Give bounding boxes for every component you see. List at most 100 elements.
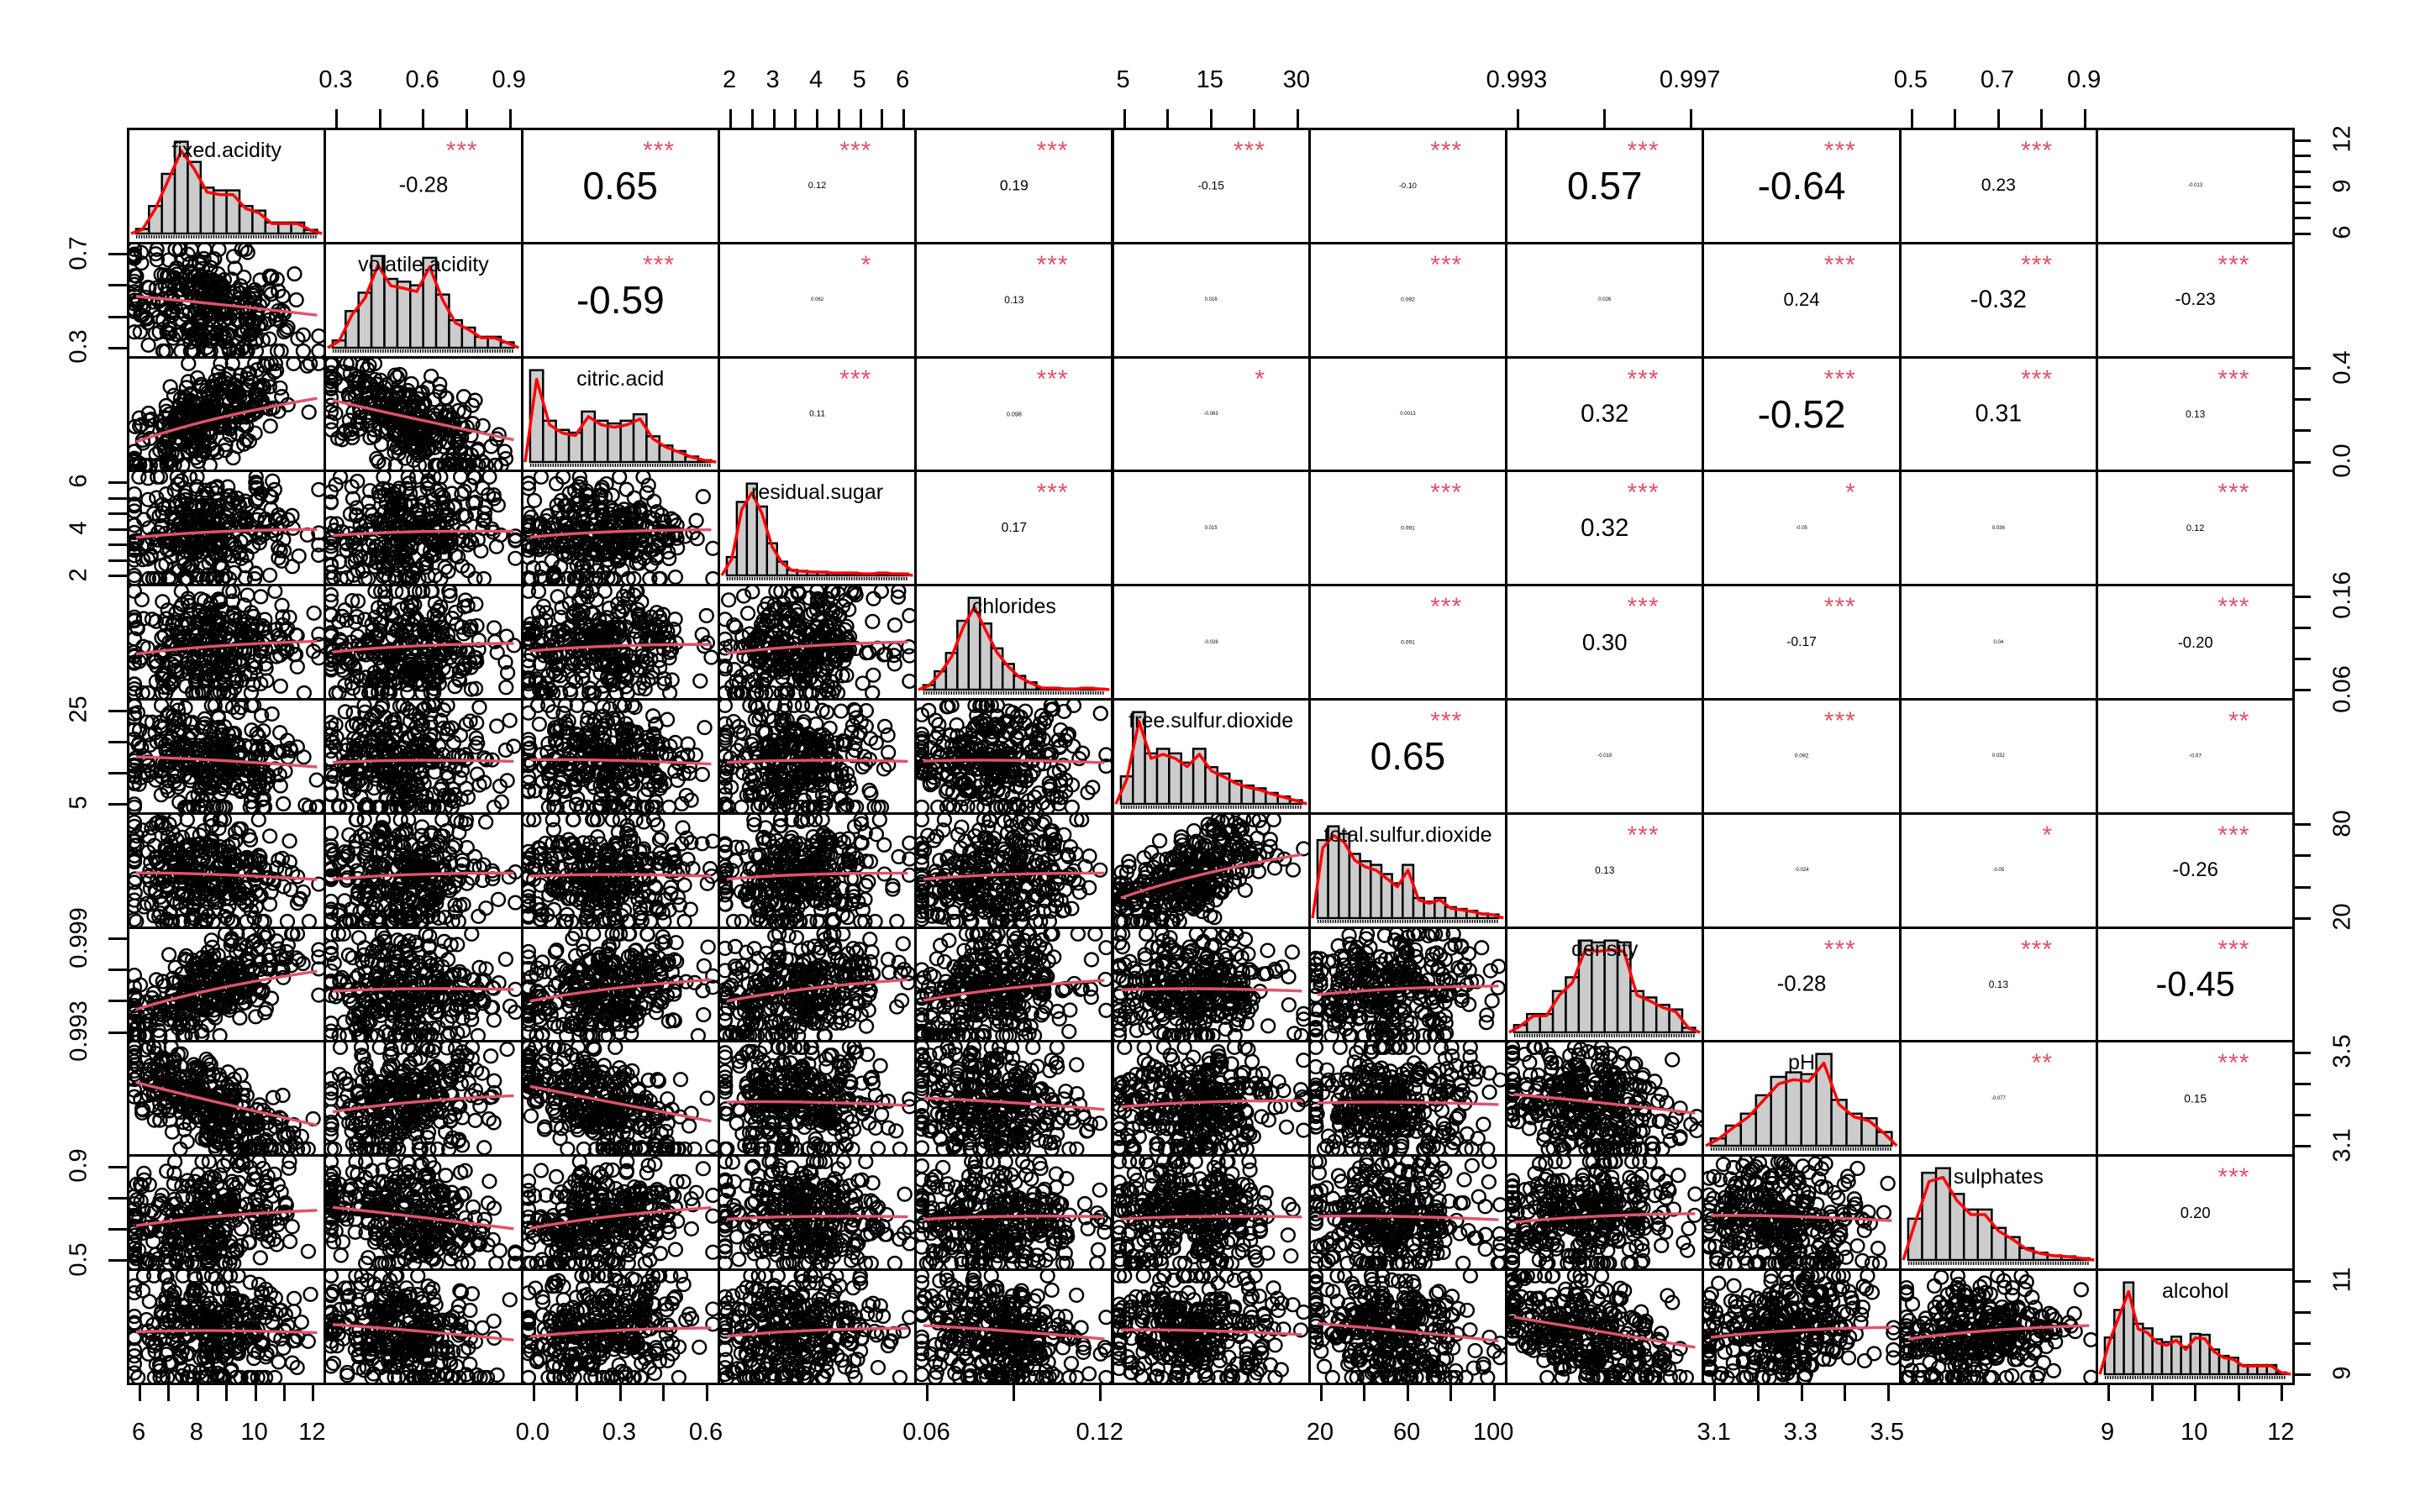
scatter-panel [1505, 1154, 1705, 1271]
axis-tick [196, 1382, 199, 1401]
axis-tick [1996, 109, 2000, 128]
axis-tick [2292, 232, 2312, 235]
significance-stars: ** [2228, 707, 2250, 735]
scatter-panel [914, 698, 1114, 815]
axis-tick [108, 1165, 127, 1168]
significance-stars: *** [1627, 821, 1660, 849]
correlation-value: 0.32 [1581, 399, 1629, 428]
axis-tick [108, 559, 127, 562]
axis-tick-label: 9 [2328, 1366, 2356, 1380]
axis-tick [2292, 689, 2312, 692]
significance-stars: *** [1823, 707, 1856, 735]
correlation-panel: -0.23 *** [2096, 241, 2296, 359]
axis-tick [2292, 170, 2312, 173]
axis-tick [108, 315, 127, 318]
scatter-panel [1111, 811, 1311, 929]
scatter-panel [520, 1040, 720, 1158]
scatter-panel [717, 1040, 918, 1158]
histogram-panel-free-sulfur-dioxide: free.sulfur.dioxide [1111, 698, 1311, 815]
axis-tick-label: 0.9 [2066, 66, 2102, 93]
correlation-value: 0.15 [2184, 1092, 2207, 1105]
scatter-panel [127, 1154, 327, 1271]
variable-label: density [1571, 937, 1639, 961]
axis-tick [167, 1382, 171, 1401]
axis-tick [1253, 109, 1256, 128]
correlation-value: -0.013 [2188, 183, 2203, 189]
correlation-panel: 0.32 *** [1505, 470, 1705, 587]
scatter-panel [1505, 1268, 1705, 1385]
significance-stars: *** [2217, 1049, 2250, 1078]
axis-tick-label: 0.9 [65, 1148, 92, 1183]
scatter-panel [1307, 1268, 1508, 1385]
axis-tick-label: 5 [852, 66, 866, 93]
scatter-panel [717, 1154, 918, 1271]
scatter-panel [127, 926, 327, 1043]
correlation-panel: -0.05 * [1898, 811, 2098, 929]
axis-tick [2292, 217, 2312, 220]
axis-tick-label: 5 [1116, 66, 1130, 93]
axis-tick [1099, 1382, 1102, 1401]
scatter-panel [520, 470, 720, 587]
axis-tick [2292, 1310, 2312, 1314]
correlation-value: -0.063 [1203, 411, 1218, 417]
significance-stars: *** [1627, 479, 1660, 507]
axis-tick [2292, 626, 2312, 629]
axis-tick [816, 109, 819, 128]
axis-tick-label: 60 [1392, 1419, 1421, 1446]
correlation-value: -0.23 [2175, 290, 2216, 310]
significance-stars: *** [2217, 479, 2250, 507]
axis-tick [108, 528, 127, 531]
axis-tick [282, 1382, 286, 1401]
axis-tick-label: 0.6 [405, 66, 439, 93]
axis-tick-label: 0.3 [65, 329, 92, 364]
histogram-panel-total-sulfur-dioxide: total.sulfur.dioxide [1307, 811, 1508, 929]
variable-label: pH [1788, 1051, 1816, 1075]
significance-stars: * [2042, 821, 2054, 849]
significance-stars: *** [1823, 935, 1856, 963]
correlation-panel: -0.10 *** [1307, 128, 1508, 244]
correlation-panel: 0.13 *** [1505, 811, 1705, 929]
scatter-panel [914, 926, 1114, 1043]
axis-tick [2083, 109, 2086, 128]
correlation-panel: 0.092 *** [1702, 698, 1902, 815]
significance-stars: *** [1823, 365, 1856, 393]
scatter-panel [1111, 926, 1311, 1043]
scatter-panel [127, 1268, 327, 1385]
significance-stars: *** [2217, 250, 2250, 279]
significance-stars: *** [642, 137, 676, 165]
correlation-value: 0.20 [2180, 1203, 2211, 1221]
correlation-value: 0.015 [1204, 525, 1218, 531]
significance-stars: *** [2217, 1163, 2250, 1192]
axis-tick-label: 8 [189, 1419, 203, 1446]
axis-tick-label: 25 [65, 696, 92, 723]
correlation-panel: -0.17 *** [1702, 584, 1902, 701]
axis-tick-label: 0.6 [688, 1419, 723, 1446]
correlation-panel: 0.32 *** [1505, 355, 1705, 473]
axis-tick-label: 20 [1306, 1419, 1334, 1446]
correlation-value: 0.04 [1993, 639, 2004, 645]
scatter-panel [324, 811, 523, 929]
variable-label: residual.sugar [751, 480, 884, 505]
scatter-panel [520, 1268, 720, 1385]
correlation-panel: -0.15 *** [1111, 128, 1311, 244]
correlation-panel: 0.091 *** [1307, 584, 1508, 701]
correlation-panel: 0.036 [1898, 470, 2098, 587]
scatter-panel [127, 241, 327, 359]
axis-tick [108, 1031, 127, 1034]
correlation-value: 0.062 [811, 297, 824, 303]
scatter-panel [520, 698, 720, 815]
correlation-panel: -0.026 [1111, 584, 1311, 701]
axis-tick [1910, 109, 1913, 128]
correlation-value: 0.092 [1794, 753, 1809, 759]
correlation-value: 0.17 [1001, 520, 1028, 535]
variable-label: fixed.acidity [171, 139, 281, 162]
axis-tick [2292, 916, 2312, 920]
axis-tick [2292, 201, 2312, 204]
scatter-panel [717, 584, 918, 701]
axis-tick [2292, 186, 2312, 189]
axis-tick-label: 0.5 [1893, 66, 1928, 93]
correlation-panel: 0.026 [1505, 241, 1705, 359]
axis-tick [108, 937, 127, 941]
significance-stars: *** [839, 365, 872, 393]
significance-stars: *** [1823, 137, 1856, 165]
